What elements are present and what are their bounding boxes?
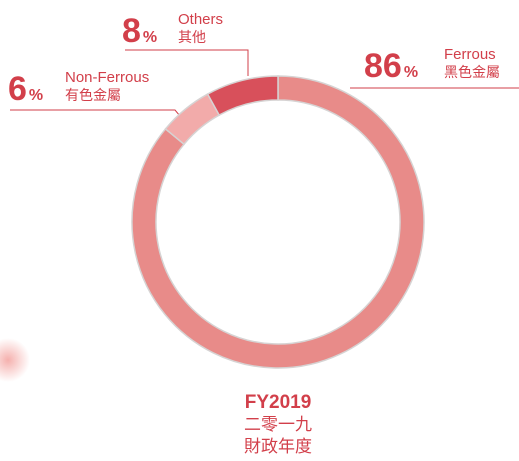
legend-label: Non-Ferrous [65,69,149,86]
legend-label: Ferrous [444,46,496,63]
value-unit: % [29,87,43,104]
legend-label-zh: 有色金屬 [65,87,121,103]
value-label: 8 [122,12,141,50]
leader-line [10,109,186,123]
center-label: 財政年度 [244,437,312,456]
legend-label: Others [178,11,223,28]
leader-line [125,49,249,76]
legend-label-zh: 其他 [178,29,206,45]
value-label: 86 [364,47,402,85]
value-label: 6 [8,70,27,108]
value-unit: % [404,64,418,81]
value-unit: % [143,29,157,46]
center-label: 二零一九 [244,415,312,434]
donut-segment [206,75,279,117]
center-label: FY2019 [245,392,312,413]
donut-segment [131,75,425,369]
decoration [0,338,30,382]
legend-label-zh: 黑色金屬 [444,64,500,80]
